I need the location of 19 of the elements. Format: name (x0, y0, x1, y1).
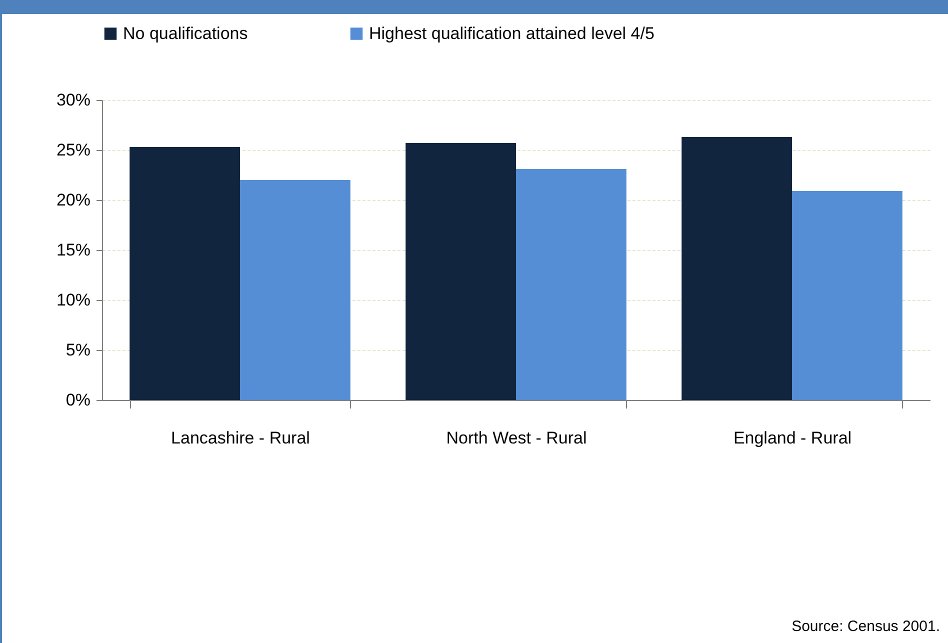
bar (792, 191, 902, 400)
source-note: Source: Census 2001. (792, 618, 940, 635)
x-tick-label: Lancashire - Rural (171, 428, 310, 448)
bar (682, 137, 792, 400)
bar (130, 147, 240, 400)
y-tick-label: 5% (66, 340, 90, 360)
legend-label: Highest qualification attained level 4/5 (369, 24, 654, 43)
x-tick-label: North West - Rural (446, 428, 587, 448)
bar (406, 143, 516, 400)
y-tick-label: 30% (56, 90, 90, 110)
bar (240, 180, 350, 400)
bar (516, 169, 626, 400)
y-tick-label: 15% (56, 240, 90, 260)
y-tick-label: 10% (56, 290, 90, 310)
y-tick-label: 20% (56, 190, 90, 210)
y-tick-label: 25% (56, 140, 90, 160)
x-tick-label: England - Rural (733, 428, 852, 448)
legend-label: No qualifications (123, 24, 248, 43)
y-tick-label: 0% (66, 390, 90, 410)
